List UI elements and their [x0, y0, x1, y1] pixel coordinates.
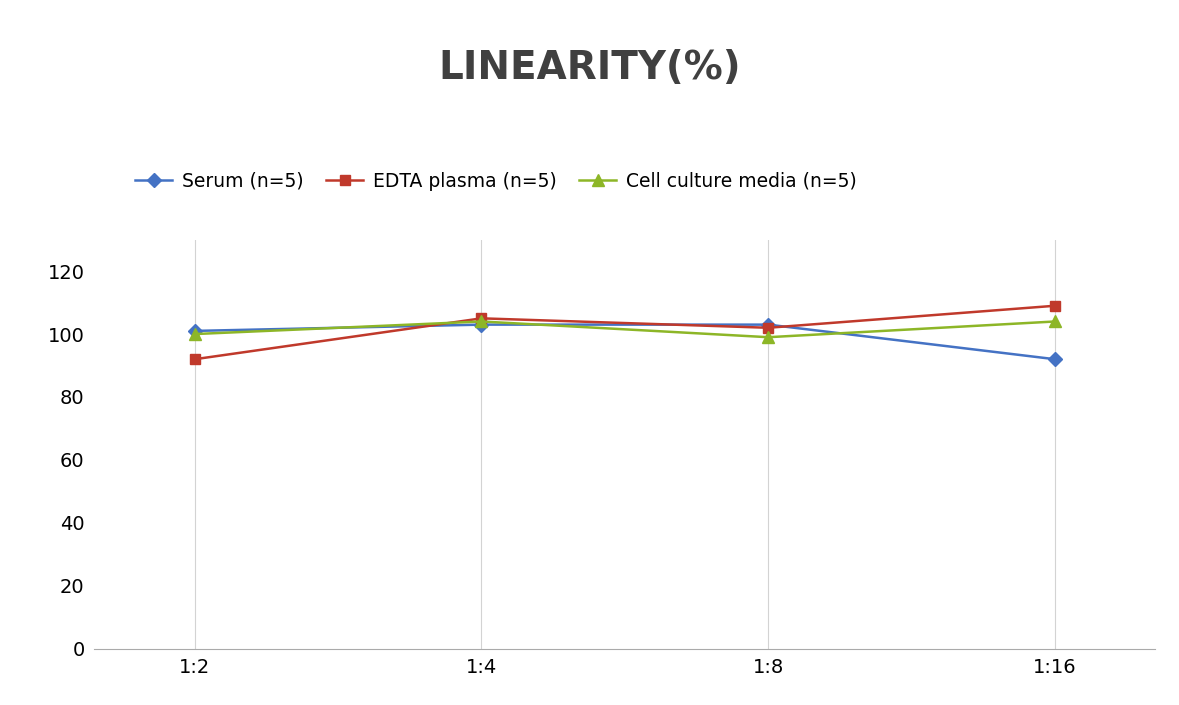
- Serum (n=5): [762, 320, 776, 329]
- Serum (n=5): [1048, 355, 1062, 364]
- EDTA plasma (n=5): [1048, 302, 1062, 310]
- EDTA plasma (n=5): [762, 324, 776, 332]
- Cell culture media (n=5): [187, 330, 202, 338]
- Cell culture media (n=5): [1048, 317, 1062, 326]
- Serum (n=5): [187, 326, 202, 335]
- EDTA plasma (n=5): [187, 355, 202, 364]
- Legend: Serum (n=5), EDTA plasma (n=5), Cell culture media (n=5): Serum (n=5), EDTA plasma (n=5), Cell cul…: [127, 164, 864, 199]
- Text: LINEARITY(%): LINEARITY(%): [439, 49, 740, 87]
- Line: Serum (n=5): Serum (n=5): [190, 320, 1060, 364]
- Cell culture media (n=5): [474, 317, 488, 326]
- Line: Cell culture media (n=5): Cell culture media (n=5): [189, 316, 1061, 343]
- Serum (n=5): [474, 320, 488, 329]
- Line: EDTA plasma (n=5): EDTA plasma (n=5): [190, 301, 1060, 364]
- Cell culture media (n=5): [762, 333, 776, 341]
- EDTA plasma (n=5): [474, 314, 488, 323]
